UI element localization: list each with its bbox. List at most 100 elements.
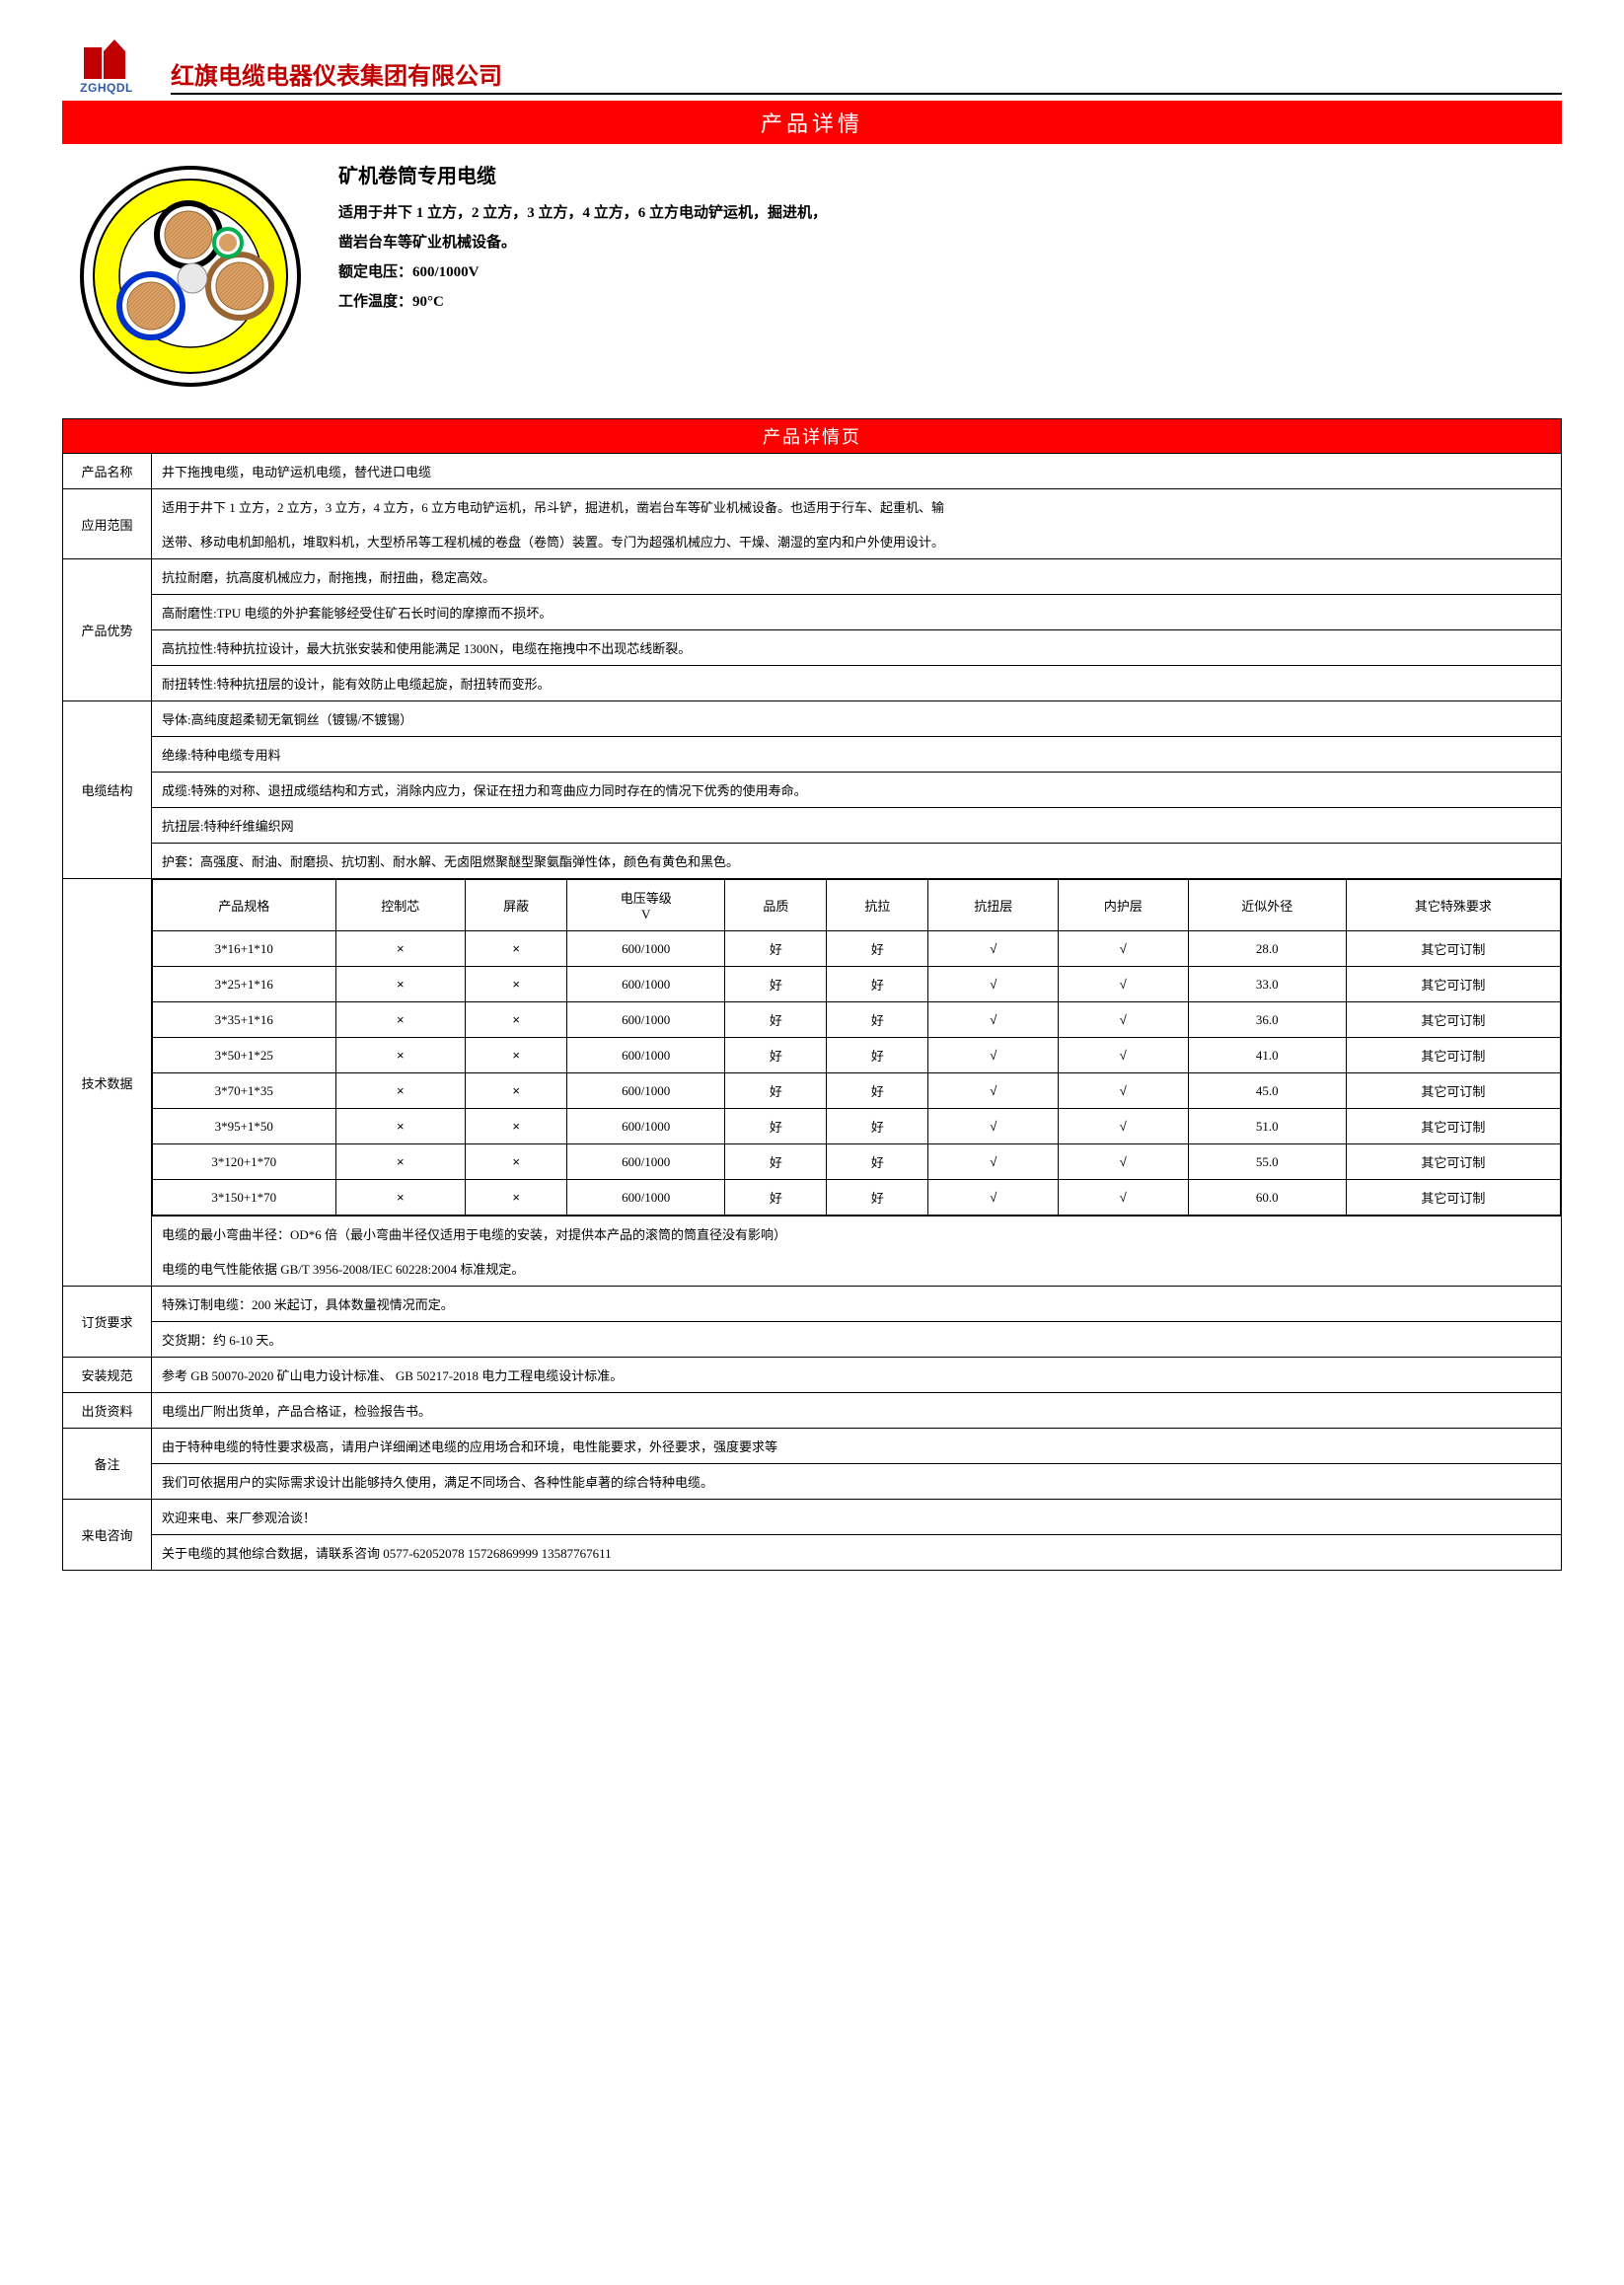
value-advantage-1: 抗拉耐磨，抗高度机械应力，耐拖拽，耐扭曲，稳定高效。 bbox=[152, 559, 1562, 595]
tech-cell: √ bbox=[928, 1180, 1059, 1216]
tech-cell: 3*25+1*16 bbox=[153, 967, 336, 1002]
tech-cell: 其它可订制 bbox=[1346, 1073, 1560, 1109]
tech-col-1: 控制芯 bbox=[335, 880, 466, 931]
tech-row: 3*35+1*16××600/1000好好√√36.0其它可订制 bbox=[153, 1002, 1561, 1038]
tech-cell: 600/1000 bbox=[567, 931, 725, 967]
tech-row: 3*70+1*35××600/1000好好√√45.0其它可订制 bbox=[153, 1073, 1561, 1109]
tech-col-7: 内护层 bbox=[1059, 880, 1189, 931]
tech-cell: 33.0 bbox=[1188, 967, 1346, 1002]
tech-cell: √ bbox=[928, 931, 1059, 967]
label-ship: 出货资料 bbox=[63, 1393, 152, 1429]
tech-cell: √ bbox=[1059, 967, 1189, 1002]
tech-cell: × bbox=[335, 1180, 466, 1216]
document-header: ZGHQDL 红旗电缆电器仪表集团有限公司 bbox=[62, 39, 1562, 95]
tech-cell: 600/1000 bbox=[567, 1144, 725, 1180]
tech-cell: 其它可订制 bbox=[1346, 1144, 1560, 1180]
tech-cell: 600/1000 bbox=[567, 967, 725, 1002]
product-title: 矿机卷筒专用电缆 bbox=[338, 160, 1552, 188]
tech-col-0: 产品规格 bbox=[153, 880, 336, 931]
tech-row: 3*25+1*16××600/1000好好√√33.0其它可订制 bbox=[153, 967, 1561, 1002]
value-order-2: 交货期：约 6-10 天。 bbox=[152, 1322, 1562, 1358]
tech-row: 3*120+1*70××600/1000好好√√55.0其它可订制 bbox=[153, 1144, 1561, 1180]
value-ship: 电缆出厂附出货单，产品合格证，检验报告书。 bbox=[152, 1393, 1562, 1429]
tech-cell: 好 bbox=[725, 1073, 827, 1109]
value-order-1: 特殊订制电缆：200 米起订，具体数量视情况而定。 bbox=[152, 1287, 1562, 1322]
tech-cell: 其它可订制 bbox=[1346, 1002, 1560, 1038]
intro-voltage: 额定电压：600/1000V bbox=[338, 258, 1552, 287]
value-application-1: 适用于井下 1 立方，2 立方，3 立方，4 立方，6 立方电动铲运机，吊斗铲，… bbox=[152, 489, 1562, 525]
tech-cell: 3*120+1*70 bbox=[153, 1144, 336, 1180]
tech-cell: √ bbox=[928, 1038, 1059, 1073]
tech-cell: √ bbox=[1059, 1073, 1189, 1109]
tech-cell: × bbox=[335, 967, 466, 1002]
tech-cell: 3*70+1*35 bbox=[153, 1073, 336, 1109]
intro-line-1: 适用于井下 1 立方，2 立方，3 立方，4 立方，6 立方电动铲运机，掘进机， bbox=[338, 198, 1552, 228]
value-product-name: 井下拖拽电缆，电动铲运机电缆，替代进口电缆 bbox=[152, 454, 1562, 489]
tech-cell: √ bbox=[928, 1144, 1059, 1180]
value-structure-4: 抗扭层:特种纤维编织网 bbox=[152, 808, 1562, 844]
company-name: 红旗电缆电器仪表集团有限公司 bbox=[171, 56, 1562, 95]
tech-cell: × bbox=[466, 1180, 567, 1216]
value-structure-1: 导体:高纯度超柔韧无氧铜丝（镀锡/不镀锡） bbox=[152, 701, 1562, 737]
tech-data-table: 产品规格控制芯屏蔽电压等级V品质抗拉抗扭层内护层近似外径其它特殊要求 3*16+… bbox=[152, 879, 1561, 1216]
tech-cell: × bbox=[466, 1073, 567, 1109]
tech-cell: × bbox=[335, 1144, 466, 1180]
value-application-2: 送带、移动电机卸船机，堆取料机，大型桥吊等工程机械的卷盘（卷筒）装置。专门为超强… bbox=[152, 524, 1562, 559]
tech-cell: × bbox=[466, 1144, 567, 1180]
tech-cell: 45.0 bbox=[1188, 1073, 1346, 1109]
tech-cell: × bbox=[335, 931, 466, 967]
tech-cell: 600/1000 bbox=[567, 1038, 725, 1073]
tech-cell: 60.0 bbox=[1188, 1180, 1346, 1216]
tech-col-6: 抗扭层 bbox=[928, 880, 1059, 931]
tech-cell: 51.0 bbox=[1188, 1109, 1346, 1144]
value-structure-2: 绝缘:特种电缆专用料 bbox=[152, 737, 1562, 773]
tech-col-5: 抗拉 bbox=[827, 880, 928, 931]
tech-cell: √ bbox=[928, 1002, 1059, 1038]
label-remark: 备注 bbox=[63, 1429, 152, 1500]
tech-cell: 3*35+1*16 bbox=[153, 1002, 336, 1038]
tech-cell: 3*50+1*25 bbox=[153, 1038, 336, 1073]
tech-cell: × bbox=[335, 1002, 466, 1038]
tech-cell: 3*16+1*10 bbox=[153, 931, 336, 967]
tech-cell: 其它可订制 bbox=[1346, 931, 1560, 967]
tech-cell: × bbox=[466, 1038, 567, 1073]
cable-cross-section-icon bbox=[72, 158, 309, 395]
label-structure: 电缆结构 bbox=[63, 701, 152, 879]
tech-cell: 3*95+1*50 bbox=[153, 1109, 336, 1144]
tech-cell: 3*150+1*70 bbox=[153, 1180, 336, 1216]
tech-cell: √ bbox=[928, 967, 1059, 1002]
tech-col-4: 品质 bbox=[725, 880, 827, 931]
intro-section: 矿机卷筒专用电缆 适用于井下 1 立方，2 立方，3 立方，4 立方，6 立方电… bbox=[62, 144, 1562, 418]
tech-col-2: 屏蔽 bbox=[466, 880, 567, 931]
tech-cell: 28.0 bbox=[1188, 931, 1346, 967]
tech-cell: 好 bbox=[827, 1109, 928, 1144]
logo-icon bbox=[82, 39, 131, 79]
tech-cell: √ bbox=[928, 1109, 1059, 1144]
title-bar-main: 产品详情 bbox=[62, 101, 1562, 144]
tech-cell: √ bbox=[928, 1073, 1059, 1109]
tech-cell: 好 bbox=[725, 931, 827, 967]
tech-cell: 其它可订制 bbox=[1346, 1038, 1560, 1073]
tech-row: 3*50+1*25××600/1000好好√√41.0其它可订制 bbox=[153, 1038, 1561, 1073]
tech-row: 3*95+1*50××600/1000好好√√51.0其它可订制 bbox=[153, 1109, 1561, 1144]
value-remark-1: 由于特种电缆的特性要求极高，请用户详细阐述电缆的应用场合和环境，电性能要求，外径… bbox=[152, 1429, 1562, 1464]
value-advantage-4: 耐扭转性:特种抗扭层的设计，能有效防止电缆起旋，耐扭转而变形。 bbox=[152, 666, 1562, 701]
tech-cell: 好 bbox=[827, 931, 928, 967]
tech-cell: × bbox=[466, 967, 567, 1002]
tech-cell: 600/1000 bbox=[567, 1002, 725, 1038]
tech-cell: × bbox=[466, 1109, 567, 1144]
tech-cell: √ bbox=[1059, 1180, 1189, 1216]
tech-cell: 好 bbox=[827, 1002, 928, 1038]
detail-table: 产品详情页 产品名称 井下拖拽电缆，电动铲运机电缆，替代进口电缆 应用范围 适用… bbox=[62, 418, 1562, 1571]
tech-cell: 其它可订制 bbox=[1346, 1109, 1560, 1144]
intro-line-2: 凿岩台车等矿业机械设备。 bbox=[338, 228, 1552, 258]
tech-cell: 600/1000 bbox=[567, 1180, 725, 1216]
tech-col-9: 其它特殊要求 bbox=[1346, 880, 1560, 931]
tech-col-3: 电压等级V bbox=[567, 880, 725, 931]
tech-cell: × bbox=[335, 1038, 466, 1073]
tech-cell: 55.0 bbox=[1188, 1144, 1346, 1180]
tech-cell: 好 bbox=[725, 1144, 827, 1180]
label-install: 安装规范 bbox=[63, 1358, 152, 1393]
tech-row: 3*16+1*10××600/1000好好√√28.0其它可订制 bbox=[153, 931, 1561, 967]
value-remark-2: 我们可依据用户的实际需求设计出能够持久使用，满足不同场合、各种性能卓著的综合特种… bbox=[152, 1464, 1562, 1500]
